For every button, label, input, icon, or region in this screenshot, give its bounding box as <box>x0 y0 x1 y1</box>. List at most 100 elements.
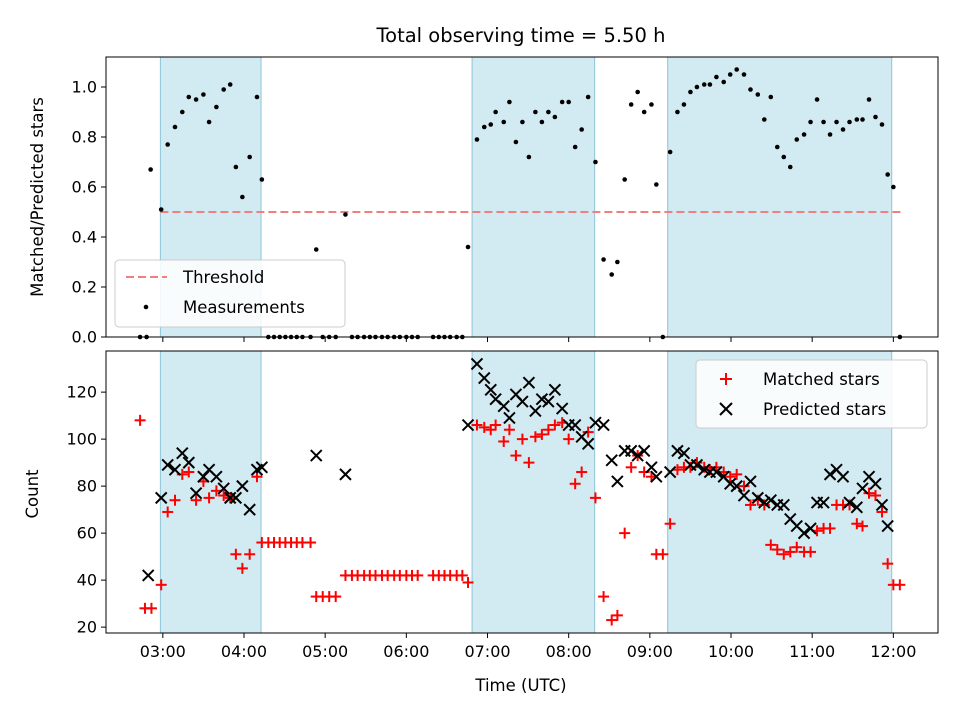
predicted-stars-point <box>751 491 765 505</box>
measurement-point <box>240 194 245 200</box>
predicted-stars-point <box>142 569 155 582</box>
matched-stars-point <box>876 506 888 518</box>
count-y-tick-label: 100 <box>66 430 97 449</box>
observing-window <box>667 57 892 337</box>
matched-stars-point <box>894 579 906 591</box>
measurement-point <box>714 74 719 80</box>
predicted-stars-point <box>516 395 529 408</box>
predicted-stars-point <box>730 479 743 493</box>
matched-stars-point <box>203 492 215 504</box>
measurement-point <box>801 132 807 137</box>
predicted-stars-point <box>843 496 856 509</box>
predicted-stars-point <box>677 447 691 460</box>
predicted-stars-point <box>189 486 203 500</box>
measurement-point <box>572 144 578 150</box>
measurement-point <box>206 119 212 125</box>
predicted-stars-point <box>797 526 811 540</box>
matched-stars-point <box>611 609 623 621</box>
count-points <box>134 357 906 626</box>
count-x-tick-label: 11:00 <box>789 642 835 661</box>
matched-stars-point <box>503 424 515 436</box>
matched-stars-point <box>582 426 594 438</box>
measurement-point <box>808 119 813 125</box>
predicted-stars-point <box>478 371 491 385</box>
count-x-tick-label: 06:00 <box>383 642 429 661</box>
measurement-point <box>761 117 767 122</box>
matched-stars-point <box>882 558 894 570</box>
ratio-plot-frame <box>105 56 939 338</box>
ratio-points <box>137 67 903 340</box>
predicted-stars-point <box>542 395 555 408</box>
measurement-point <box>214 104 219 110</box>
measurement-point <box>827 132 833 137</box>
predicted-stars-point <box>723 477 737 490</box>
measurement-point <box>566 99 571 105</box>
count-y-tick-label: 80 <box>77 477 97 496</box>
ratio-y-tick-label: 0.0 <box>72 328 97 347</box>
matched-stars-point <box>183 466 195 478</box>
matched-stars-point <box>190 494 202 506</box>
measurement-point <box>721 79 727 85</box>
predicted-stars-point <box>856 482 869 495</box>
matched-stars-point <box>236 562 248 574</box>
matched-stars-point <box>664 518 676 530</box>
matched-stars-point <box>606 614 618 626</box>
predicted-stars-point <box>637 444 651 458</box>
observing-window <box>472 57 595 337</box>
predicted-stars-point <box>777 498 790 512</box>
count-x-tick-label: 12:00 <box>870 642 916 661</box>
matched-stars-point <box>805 546 817 558</box>
matched-stars-point <box>771 544 783 556</box>
observing-window <box>160 351 262 633</box>
count-x-tick-label: 05:00 <box>302 642 348 661</box>
measurement-point <box>654 182 659 187</box>
measurement-point <box>768 94 774 100</box>
matched-stars-point <box>863 487 875 499</box>
count-y-tick-label: 60 <box>77 524 97 543</box>
predicted-stars-point <box>650 470 663 483</box>
matched-stars-point <box>598 591 610 603</box>
predicted-stars-point <box>804 522 817 535</box>
ratio-legend: Threshold Measurements <box>114 259 346 328</box>
matched-stars-point <box>536 428 548 440</box>
measurement-point <box>840 127 846 132</box>
measurement-point <box>891 184 896 190</box>
chart-title: Total observing time = 5.50 h <box>376 24 666 47</box>
matched-stars-point <box>542 424 554 436</box>
count-x-tick-label: 09:00 <box>627 642 673 661</box>
measurement-point <box>622 177 627 182</box>
matched-stars-point <box>169 494 181 506</box>
matched-stars-point <box>330 591 342 603</box>
matched-stars-point <box>516 433 528 445</box>
measurement-point <box>579 127 584 132</box>
matched-stars-point <box>162 506 174 518</box>
matched-stars-point <box>134 414 146 426</box>
count-y-axis-label: Count <box>23 469 42 519</box>
matched-stars-point <box>619 527 631 539</box>
predicted-stars-point <box>154 491 168 505</box>
predicted-stars-point <box>817 496 830 509</box>
matched-stars-point <box>462 576 474 588</box>
measurement-point <box>585 94 591 100</box>
predicted-stars-point <box>597 418 610 432</box>
predicted-stars-point <box>605 454 618 467</box>
matched-stars-point <box>412 569 424 581</box>
measurement-point <box>755 92 761 97</box>
measurement-point <box>748 87 753 92</box>
predicted-stars-point <box>671 444 684 458</box>
measurement-point <box>507 99 512 105</box>
predicted-stars-point <box>589 416 602 429</box>
measurement-point <box>201 92 206 97</box>
matched-stars-point <box>778 548 790 560</box>
x-axis-label: Time (UTC) <box>474 676 566 695</box>
count-legend: Matched stars Predicted stars <box>695 359 928 429</box>
measurement-point <box>465 244 471 250</box>
measurement-point <box>259 177 265 182</box>
matched-stars-point <box>731 468 743 480</box>
count-x-tick-label: 08:00 <box>546 642 592 661</box>
ratio-y-tick-label: 0.4 <box>72 228 97 247</box>
measurement-point <box>873 114 878 120</box>
matched-stars-point <box>523 457 535 469</box>
matched-stars-point <box>456 569 468 581</box>
predicted-stars-point <box>875 498 889 512</box>
